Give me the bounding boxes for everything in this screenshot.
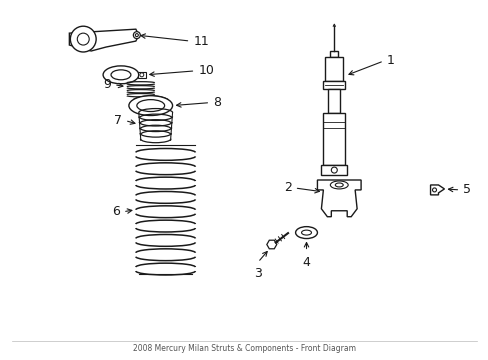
Text: 6: 6 <box>112 205 120 218</box>
Text: 2008 Mercury Milan Struts & Components - Front Diagram: 2008 Mercury Milan Struts & Components -… <box>132 344 355 353</box>
Ellipse shape <box>111 70 131 80</box>
Text: 2: 2 <box>283 181 291 194</box>
Bar <box>321 165 346 175</box>
Ellipse shape <box>330 181 347 189</box>
Polygon shape <box>317 180 360 217</box>
Bar <box>327 89 340 113</box>
Text: 7: 7 <box>114 114 122 127</box>
Text: 1: 1 <box>386 54 394 67</box>
Text: 3: 3 <box>253 267 261 280</box>
FancyBboxPatch shape <box>323 81 345 89</box>
Circle shape <box>432 188 436 192</box>
Text: 8: 8 <box>213 96 221 109</box>
Ellipse shape <box>301 230 311 235</box>
Text: 4: 4 <box>302 256 310 269</box>
Text: 9: 9 <box>103 78 111 91</box>
Ellipse shape <box>137 100 164 112</box>
Bar <box>325 57 343 81</box>
Text: 5: 5 <box>462 184 470 197</box>
Circle shape <box>77 33 89 45</box>
Polygon shape <box>69 29 139 51</box>
Circle shape <box>331 167 337 173</box>
Circle shape <box>70 26 96 52</box>
FancyBboxPatch shape <box>330 51 338 57</box>
Bar <box>323 113 345 165</box>
Circle shape <box>135 33 138 37</box>
Circle shape <box>140 73 143 77</box>
Text: 10: 10 <box>198 64 214 77</box>
Ellipse shape <box>129 96 172 116</box>
Text: 11: 11 <box>193 35 209 48</box>
Ellipse shape <box>335 183 343 187</box>
Ellipse shape <box>103 66 139 84</box>
Polygon shape <box>429 185 444 195</box>
Bar <box>138 72 145 78</box>
Ellipse shape <box>295 227 317 239</box>
Circle shape <box>133 32 140 39</box>
